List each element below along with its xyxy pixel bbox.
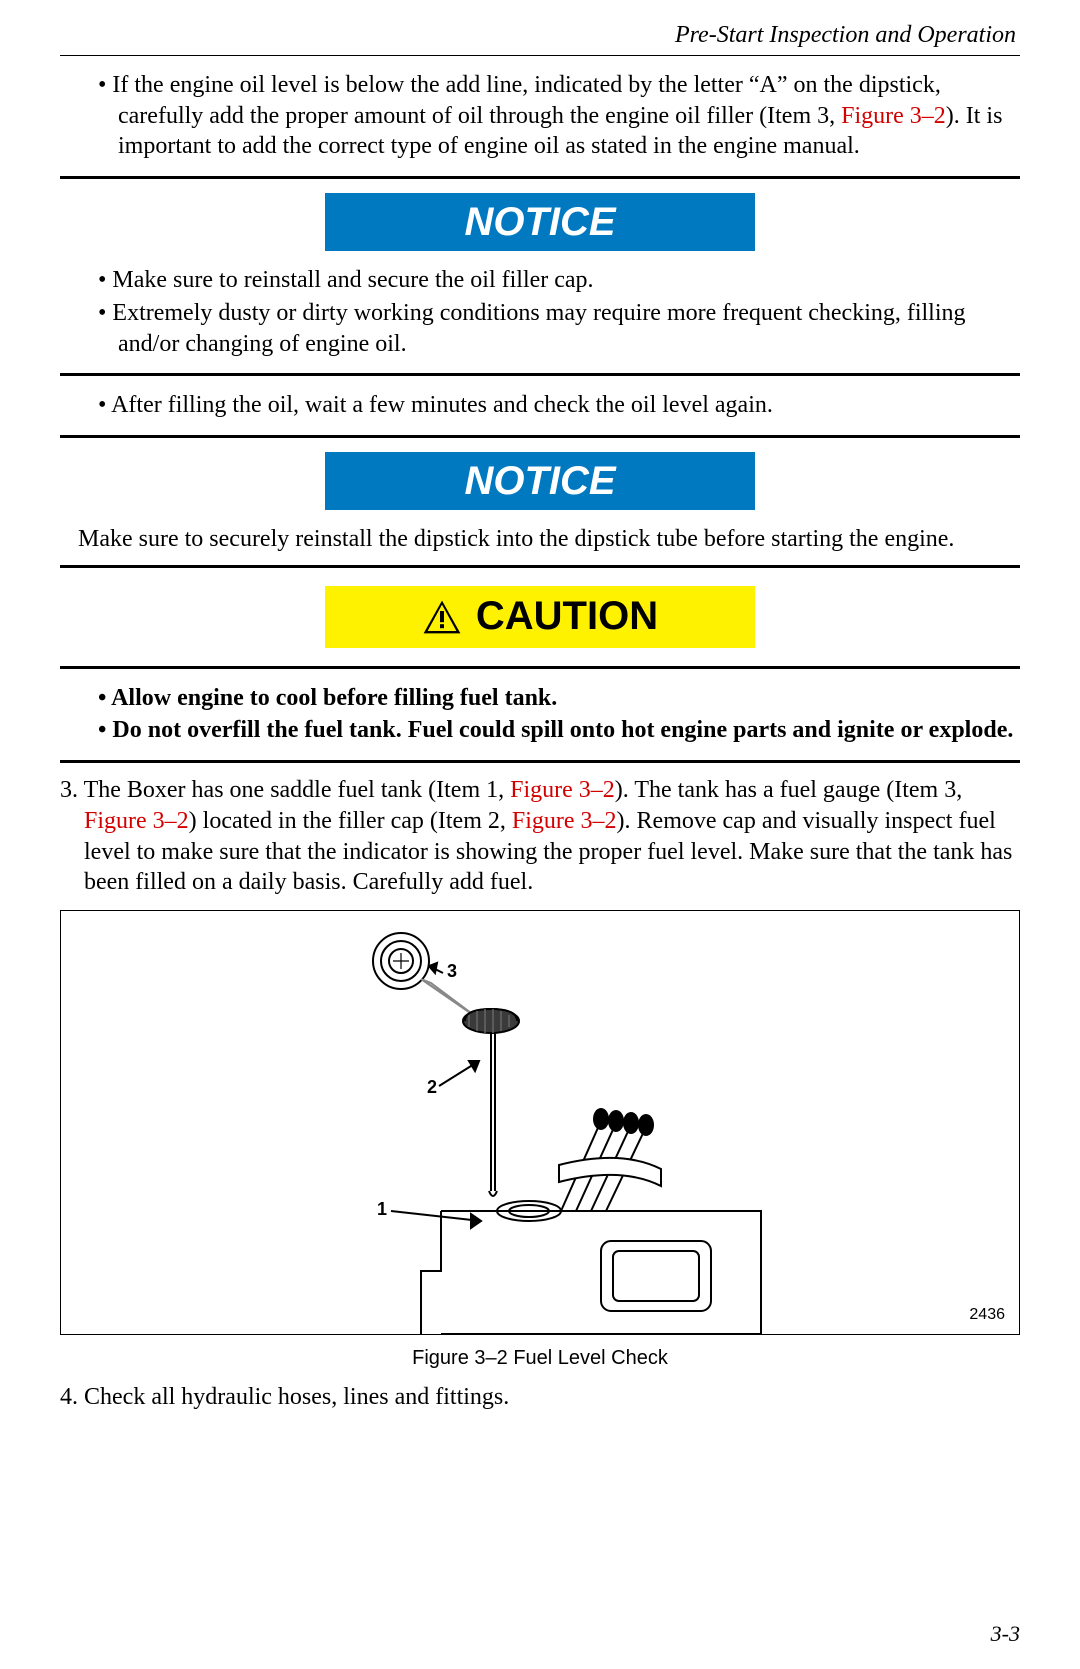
notice1-bottom-rule <box>60 373 1020 376</box>
notice-banner: NOTICE <box>325 193 755 251</box>
figure-ref-link[interactable]: Figure 3–2 <box>841 103 946 129</box>
step3-t1: The Boxer has one saddle fuel tank (Item… <box>84 777 511 803</box>
step-4: 4. Check all hydraulic hoses, lines and … <box>60 1382 1020 1413</box>
figure-caption: Figure 3–2 Fuel Level Check <box>60 1347 1020 1370</box>
intro-bullet-list: If the engine oil level is below the add… <box>98 70 1020 162</box>
callout-2: 2 <box>427 1077 437 1097</box>
step-3: 3. The Boxer has one saddle fuel tank (I… <box>60 775 1020 898</box>
step3-number: 3. <box>60 777 78 803</box>
caution-bullet-2: Do not overfill the fuel tank. Fuel coul… <box>98 715 1020 746</box>
caution-mid-rule <box>60 666 1020 669</box>
intro-bullet: If the engine oil level is below the add… <box>98 70 1020 162</box>
figure-ref-link[interactable]: Figure 3–2 <box>510 777 615 803</box>
figure-3-2: 3 2 1 2436 <box>60 910 1020 1335</box>
notice1-bullet-1: Make sure to reinstall and secure the oi… <box>98 265 1020 296</box>
header-rule <box>60 55 1020 56</box>
callout-1: 1 <box>377 1199 387 1219</box>
caution-bullet-1: Allow engine to cool before filling fuel… <box>98 683 1020 714</box>
step4-text: Check all hydraulic hoses, lines and fit… <box>84 1384 509 1410</box>
intro-text-before: If the engine oil level is below the add… <box>112 72 940 129</box>
notice2-text: Make sure to securely reinstall the dips… <box>78 524 1020 555</box>
notice1-top-rule <box>60 176 1020 179</box>
notice2-bottom-rule <box>60 565 1020 568</box>
page-header-title: Pre-Start Inspection and Operation <box>60 22 1020 49</box>
figure-id: 2436 <box>969 1306 1005 1324</box>
warning-triangle-icon <box>422 599 462 635</box>
step4-number: 4. <box>60 1384 78 1410</box>
figure-ref-link[interactable]: Figure 3–2 <box>84 808 189 834</box>
figure-ref-link[interactable]: Figure 3–2 <box>512 808 617 834</box>
callout-3: 3 <box>447 961 457 981</box>
caution-bottom-rule <box>60 760 1020 763</box>
step3-t2: ). The tank has a fuel gauge (Item 3, <box>615 777 962 803</box>
caution-banner: CAUTION <box>325 586 755 648</box>
page-number: 3-3 <box>991 1621 1020 1647</box>
after-fill-bullet: After filling the oil, wait a few minute… <box>98 390 1020 421</box>
after-fill-bullet-list: After filling the oil, wait a few minute… <box>98 390 1020 421</box>
fuel-check-illustration: 3 2 1 <box>61 911 1019 1334</box>
notice2-top-rule <box>60 435 1020 438</box>
notice-banner: NOTICE <box>325 452 755 510</box>
caution-label: CAUTION <box>476 594 658 639</box>
notice1-bullet-2: Extremely dusty or dirty working conditi… <box>98 298 1020 359</box>
caution-bullets: Allow engine to cool before filling fuel… <box>98 683 1020 746</box>
notice1-bullets: Make sure to reinstall and secure the oi… <box>98 265 1020 359</box>
step3-t3: ) located in the filler cap (Item 2, <box>189 808 512 834</box>
